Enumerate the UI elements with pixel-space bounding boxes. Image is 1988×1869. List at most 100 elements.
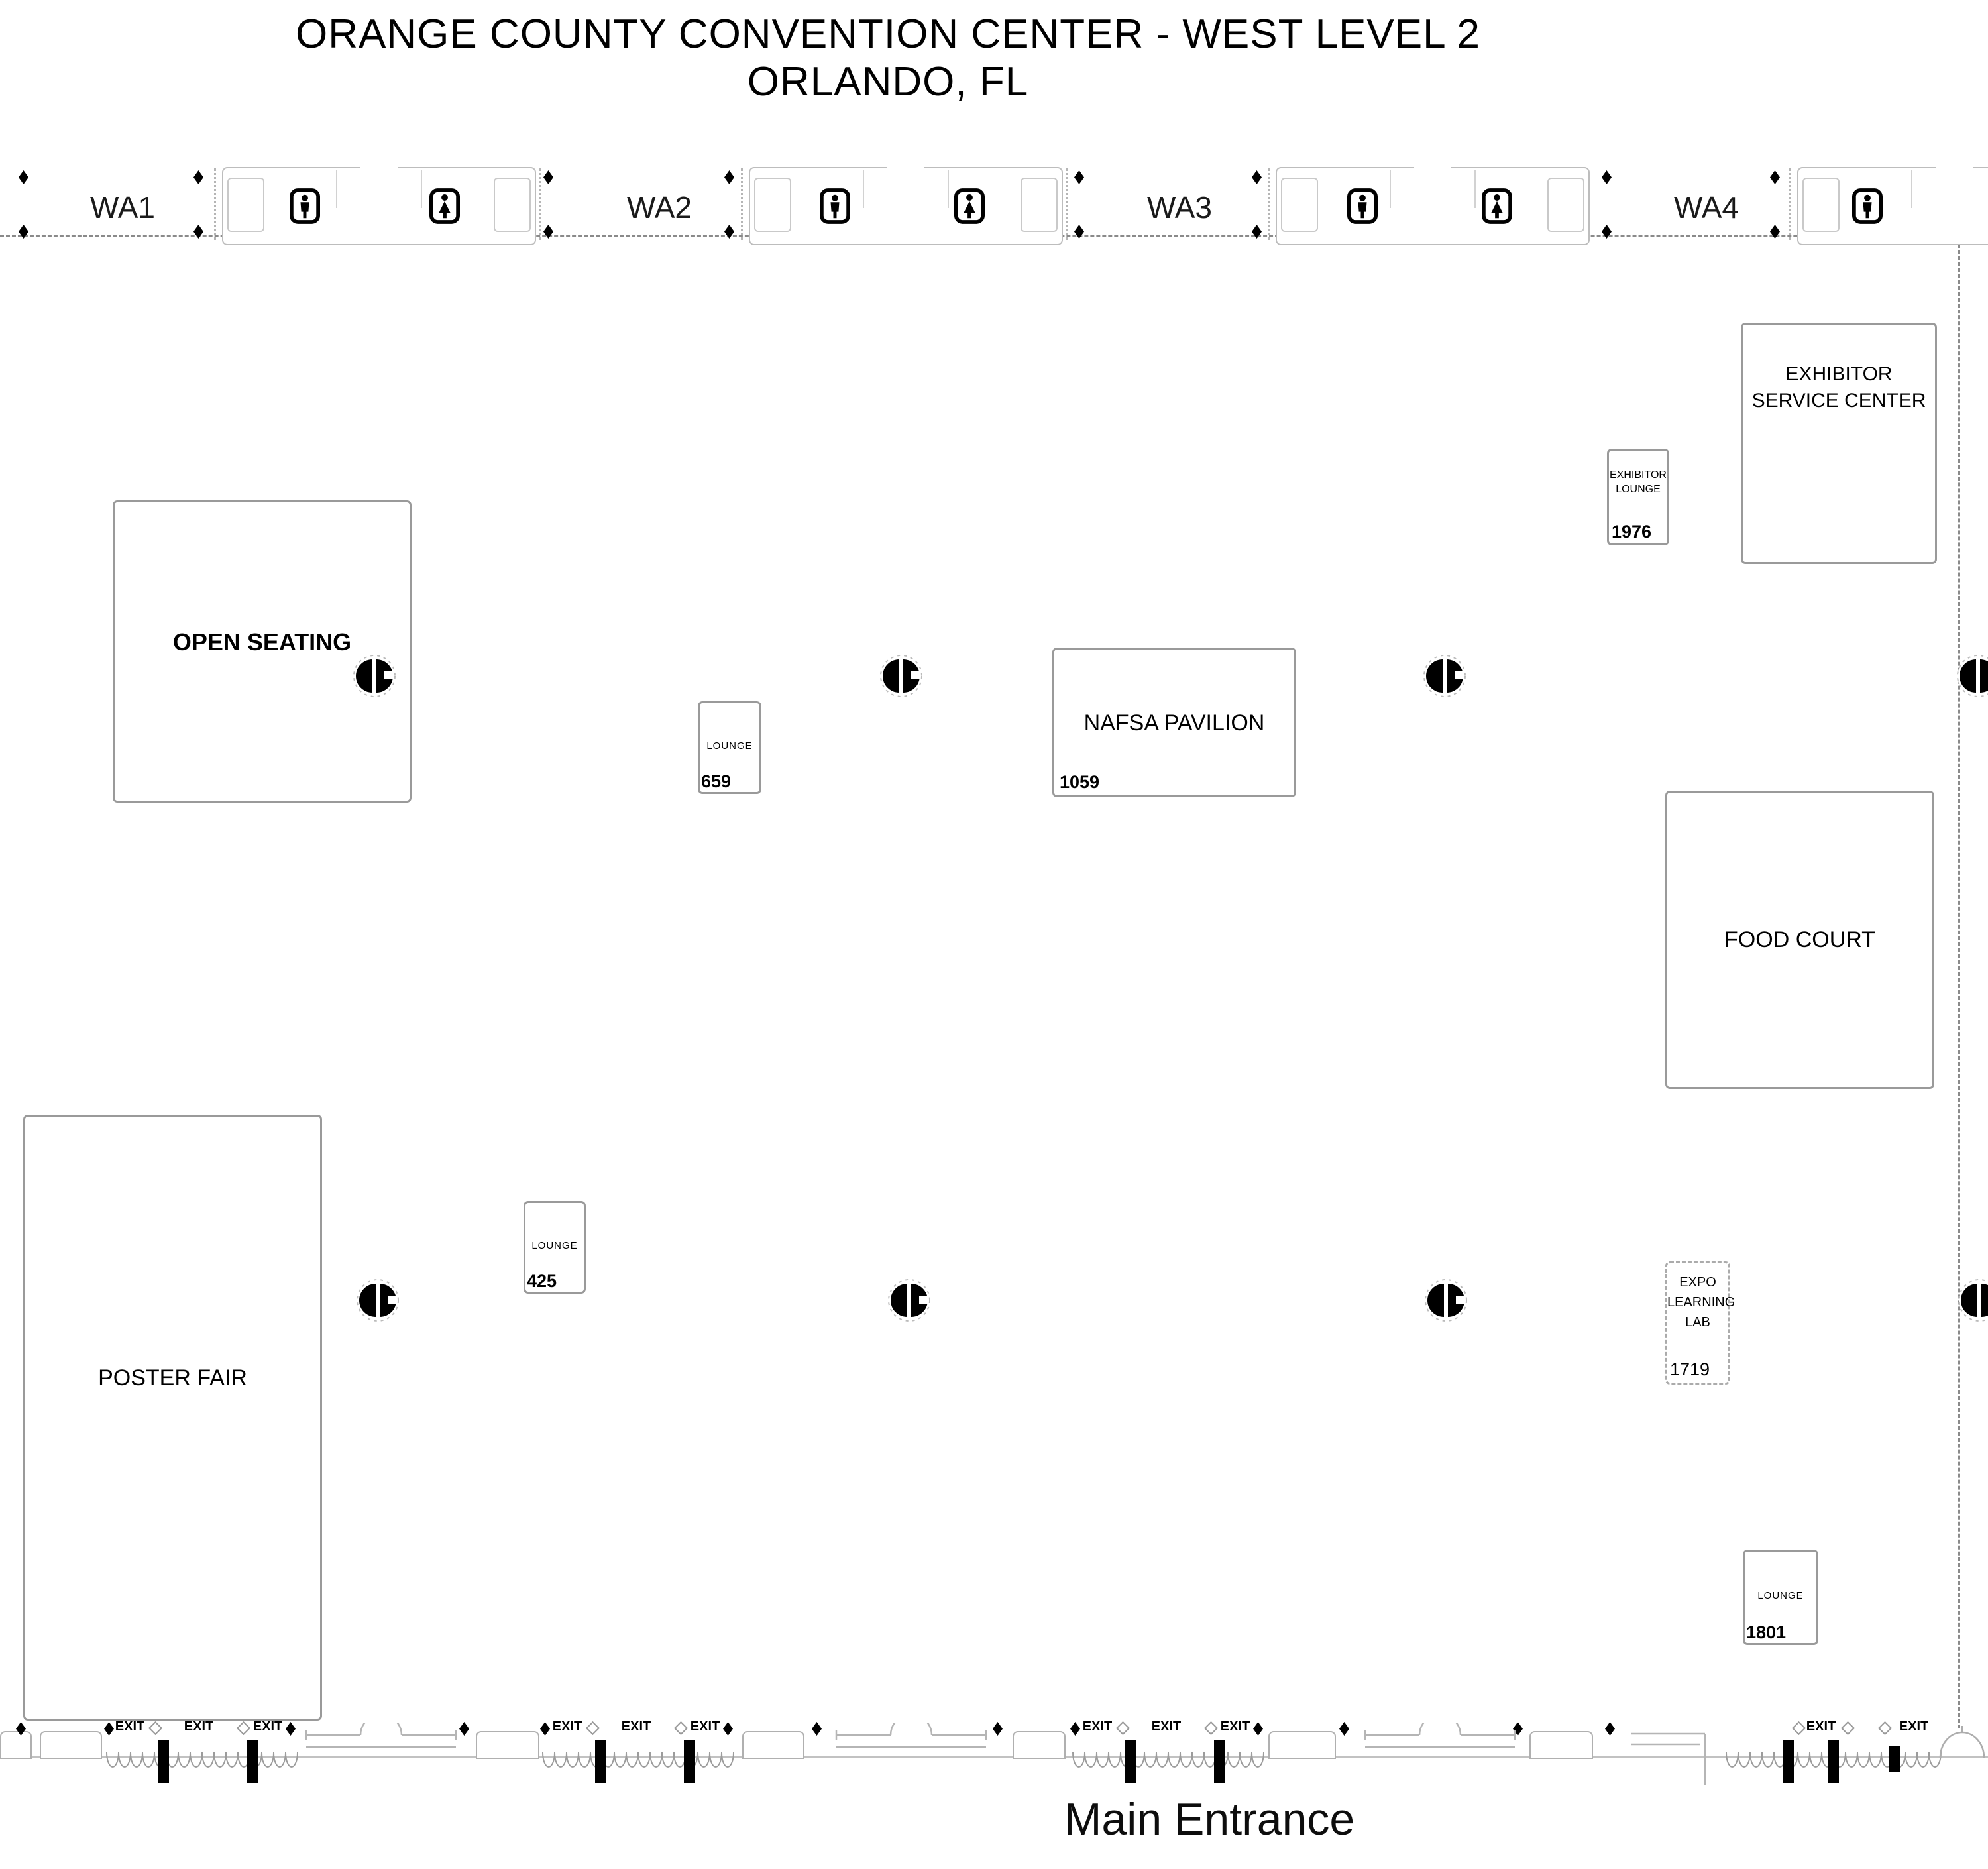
closet [1281, 178, 1318, 232]
east-boundary-line [1958, 244, 1960, 1728]
wall-pier [247, 1740, 258, 1783]
column-icon [1956, 654, 1988, 698]
diamond-column-marker [1253, 1722, 1263, 1736]
diamond-column-marker [1074, 225, 1084, 239]
column-icon [887, 1278, 931, 1322]
wall-pier [1889, 1746, 1900, 1772]
diamond-column-marker [812, 1722, 822, 1736]
door [40, 1731, 102, 1759]
mens-restroom-icon [1347, 188, 1378, 224]
diamond-column-marker [1770, 225, 1780, 239]
diamond-column-marker [104, 1722, 114, 1736]
exit-sign: EXIT [252, 1719, 283, 1734]
diamond-column-marker [540, 1722, 550, 1736]
room-lounge-659: LOUNGE 659 [698, 701, 761, 794]
womens-restroom-icon [1482, 188, 1512, 224]
room-label: LOUNGE [706, 740, 753, 752]
exit-sign: EXIT [115, 1719, 145, 1734]
closet [494, 178, 531, 232]
closet [227, 178, 264, 232]
door [1529, 1731, 1593, 1759]
diamond-column-marker [459, 1722, 469, 1736]
restroom-block-wa3 [1276, 166, 1590, 245]
room-open-seating: OPEN SEATING [113, 500, 412, 803]
diamond-column-marker [724, 225, 734, 239]
womens-restroom-icon [954, 188, 985, 224]
dotted-wall [1268, 168, 1270, 240]
room-exhibitor-lounge: EXHIBITOR LOUNGE 1976 [1607, 449, 1669, 545]
door [1013, 1731, 1066, 1759]
diamond-column-marker [543, 225, 553, 239]
dotted-wall [539, 168, 541, 240]
exit-sign: EXIT [1082, 1719, 1113, 1734]
doorway-gap [1936, 166, 1973, 172]
entrance-arc [835, 1713, 987, 1764]
room-label: LOUNGE [531, 1240, 578, 1251]
diamond-column-marker [1877, 1721, 1893, 1736]
womens-restroom-icon [429, 188, 460, 224]
restroom-block-wa1 [222, 166, 536, 245]
diamond-column-marker [1602, 170, 1612, 184]
column-icon [1424, 1278, 1468, 1322]
door [476, 1731, 539, 1759]
wall-pier [1214, 1740, 1225, 1783]
room-label: FOOD COURT [1724, 927, 1875, 952]
main-entrance-label: Main Entrance [1064, 1794, 1355, 1844]
diamond-column-marker [1339, 1722, 1349, 1736]
partition-wall [1911, 170, 1912, 208]
exit-sign: EXIT [1806, 1719, 1836, 1734]
room-label: OPEN SEATING [172, 628, 352, 655]
dotted-wall [1789, 168, 1791, 240]
title-line2: ORLANDO, FL [747, 59, 1029, 105]
restroom-block-wa4 [1797, 166, 1988, 245]
wall-pier [1783, 1740, 1794, 1783]
exit-sign: EXIT [1220, 1719, 1250, 1734]
room-number: 1976 [1612, 522, 1652, 541]
dotted-wall [1066, 168, 1068, 240]
wall-pier [158, 1740, 169, 1783]
diamond-column-marker [19, 225, 28, 239]
doorway-gap [1414, 166, 1451, 172]
partition-wall [421, 170, 422, 208]
diamond-column-marker [193, 170, 203, 184]
mens-restroom-icon [290, 188, 320, 224]
room-number: 1801 [1746, 1622, 1787, 1642]
closet [754, 178, 791, 232]
closet [1802, 178, 1840, 232]
diamond-column-marker [1074, 170, 1084, 184]
title-line1: ORANGE COUNTY CONVENTION CENTER - WEST L… [295, 11, 1481, 57]
closet [1547, 178, 1584, 232]
column-icon [353, 654, 396, 698]
door [0, 1731, 32, 1759]
room-exhibitor-service-center: EXHIBITOR SERVICE CENTER [1741, 323, 1937, 564]
operable-wall [542, 1750, 734, 1786]
room-number: 659 [701, 771, 732, 791]
door [742, 1731, 804, 1759]
hall-label-wa1: WA1 [90, 190, 155, 225]
wall-pier [684, 1740, 695, 1783]
partition-wall [948, 170, 949, 208]
diamond-column-marker [1070, 1722, 1080, 1736]
diamond-column-marker [724, 170, 734, 184]
room-label: POSTER FAIR [98, 1365, 247, 1390]
entrance-arc [305, 1713, 457, 1764]
corner-wall [1629, 1727, 1710, 1791]
exit-sign: EXIT [184, 1719, 214, 1734]
diamond-column-marker [193, 225, 203, 239]
south-wall-line [0, 1756, 1988, 1758]
room-label: LOUNGE [1757, 1590, 1804, 1601]
mens-restroom-icon [820, 188, 850, 224]
diamond-column-marker [993, 1722, 1003, 1736]
diamond-column-marker [1252, 170, 1262, 184]
exit-sign: EXIT [1899, 1719, 1929, 1734]
exit-sign: EXIT [690, 1719, 720, 1734]
page-title: ORANGE COUNTY CONVENTION CENTER - WEST L… [199, 11, 1577, 106]
doorway-gap [360, 166, 398, 172]
column-icon [879, 654, 923, 698]
room-lounge-1801: LOUNGE 1801 [1743, 1550, 1818, 1645]
dotted-wall [214, 168, 216, 240]
room-label: EXPO LEARNING LAB [1667, 1275, 1736, 1330]
room-food-court: FOOD COURT [1665, 791, 1934, 1089]
room-number: 1719 [1670, 1359, 1710, 1379]
